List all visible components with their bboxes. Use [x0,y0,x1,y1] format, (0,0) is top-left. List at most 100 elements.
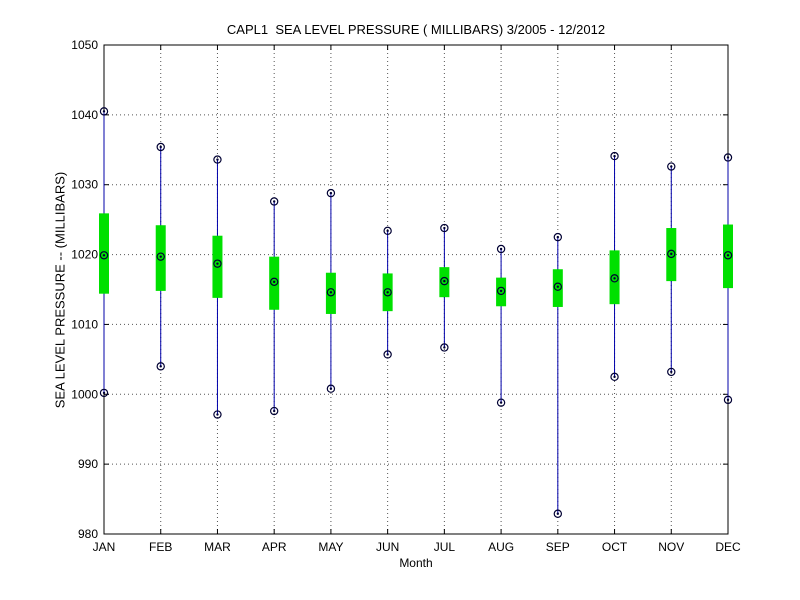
iqr-box [552,269,563,307]
min-marker-dot [386,353,389,356]
min-marker [440,343,449,352]
max-marker-dot [556,235,560,239]
min-marker [383,350,392,359]
median-marker [610,274,619,283]
max-marker-dot [216,158,219,161]
max-marker [326,188,336,198]
max-marker [553,232,563,242]
y-tick-label: 990 [78,457,98,471]
max-marker [723,153,733,162]
x-tick-label: JUL [434,540,456,554]
x-tick-label: NOV [658,540,684,554]
median-marker-dot [159,255,162,258]
y-tick-label: 1000 [71,387,98,401]
max-marker [440,223,449,233]
iqr-box [99,213,109,294]
median-marker-dot [613,277,616,280]
median-marker-dot [272,280,276,284]
max-marker-dot [329,191,333,195]
x-tick-label: MAR [204,540,231,554]
median-marker [667,249,676,259]
min-marker-dot [443,346,446,349]
median-marker-dot [443,279,446,283]
y-tick-label: 1010 [71,317,98,331]
max-marker-dot [386,229,389,233]
median-marker [326,288,336,297]
median-marker-dot [102,254,106,257]
median-marker-dot [726,254,730,257]
iqr-box [269,256,280,310]
max-marker [496,244,506,254]
median-marker-dot [499,289,503,293]
median-marker [99,251,109,260]
min-marker-dot [216,413,219,416]
min-marker [269,406,279,416]
median-marker-dot [670,252,673,256]
max-marker-dot [726,156,730,159]
median-marker [440,276,449,286]
y-tick-label: 980 [78,527,98,541]
y-tick-label: 1020 [71,248,98,262]
axes-frame [103,44,729,535]
max-marker [383,226,392,236]
min-marker [156,362,165,371]
max-marker-dot [443,226,446,230]
median-marker-dot [329,291,333,294]
median-marker [496,286,506,296]
max-marker-dot [272,200,276,203]
min-marker [610,372,619,382]
chart-title: CAPL1 SEA LEVEL PRESSURE ( MILLIBARS) 3/… [226,22,606,37]
iqr-box [155,225,166,291]
max-marker [99,107,109,116]
median-marker [156,252,165,261]
median-marker [723,251,733,260]
max-marker [213,155,222,164]
max-marker [156,142,165,152]
x-tick-label: OCT [602,540,628,554]
min-marker [667,367,676,377]
median-marker [269,277,279,287]
x-tick-label: AUG [488,540,514,554]
max-marker [610,151,619,161]
max-marker [667,162,676,171]
x-tick-label: MAY [318,540,343,554]
min-marker-dot [670,370,673,374]
min-marker-dot [499,401,503,404]
min-marker-dot [726,398,730,402]
x-tick-label: DEC [715,540,741,554]
min-marker [496,398,506,407]
min-marker [326,384,336,393]
min-marker-dot [272,409,276,413]
max-marker-dot [159,145,162,149]
max-marker-dot [670,165,673,168]
max-marker [269,197,279,206]
min-marker [553,509,563,518]
median-marker-dot [216,262,219,265]
x-tick-label: SEP [546,540,570,554]
min-marker-dot [159,365,162,368]
y-tick-label: 1030 [71,178,98,192]
median-marker [383,288,392,297]
min-marker-dot [329,387,333,390]
min-marker-dot [102,391,106,395]
x-tick-label: FEB [149,540,172,554]
x-tick-label: APR [262,540,287,554]
median-marker [553,282,563,291]
max-marker-dot [102,110,106,113]
min-marker-dot [613,375,616,379]
x-tick-label: JAN [93,540,116,554]
median-marker-dot [556,285,560,288]
median-marker-dot [386,291,389,294]
y-tick-label: 1040 [71,108,98,122]
min-marker [723,395,733,405]
y-tick-label: 1050 [71,38,98,52]
min-marker [99,388,109,398]
x-axis-label: Month [399,556,433,570]
max-marker-dot [499,247,503,251]
x-tick-label: JUN [376,540,399,554]
min-marker [213,410,222,419]
min-marker-dot [556,512,560,515]
median-marker [213,259,222,268]
